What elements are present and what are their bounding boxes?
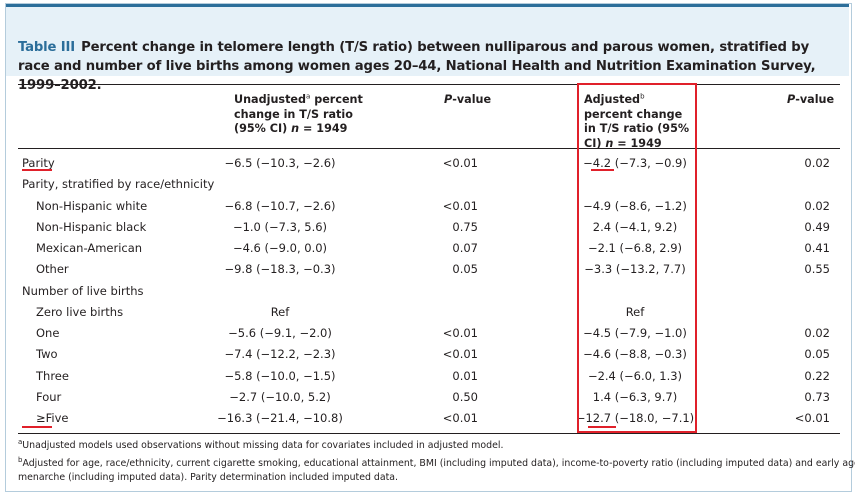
adjusted-value: −4.5 (−7.9, −1.0) xyxy=(583,326,687,340)
unadjusted-value: Ref xyxy=(270,304,290,319)
adjusted-pvalue: 0.02 xyxy=(804,156,830,170)
adjusted-pvalue: 0.05 xyxy=(804,347,830,362)
unadjusted-pvalue: 0.75 xyxy=(452,219,478,234)
row-label: Non-Hispanic black xyxy=(36,219,147,234)
unadjusted-value: −16.3 (−21.4, −10.8) xyxy=(217,411,343,425)
row-label: Mexican-American xyxy=(36,241,143,255)
footnote-b-continued: menarche (including imputed data). Parit… xyxy=(18,472,399,483)
table-caption: Table III Percent change in telomere leng… xyxy=(18,38,838,95)
unadjusted-value: −9.8 (−18.3, −0.3) xyxy=(224,262,336,277)
adjusted-column-highlight xyxy=(577,83,697,433)
unadjusted-pvalue: <0.01 xyxy=(442,347,478,362)
unadjusted-value: −7.4 (−12.2, −2.3) xyxy=(224,347,336,362)
header-pvalue-adjusted: P-value xyxy=(787,93,835,106)
footnote-a: aUnadjusted models used observations wit… xyxy=(18,437,504,451)
unadjusted-pvalue: 0.01 xyxy=(452,368,478,383)
unadjusted-pvalue: 0.05 xyxy=(452,262,478,277)
row-label: Number of live births xyxy=(22,283,144,298)
unadjusted-pvalue: <0.01 xyxy=(442,326,478,340)
caption-text: Percent change in telomere length (T/S r… xyxy=(18,40,816,93)
adjusted-pvalue: 0.49 xyxy=(804,219,830,234)
unadjusted-value: −4.6 (−9.0, 0.0) xyxy=(232,241,328,255)
row-label: ≥Five xyxy=(36,411,69,425)
bottom-rule xyxy=(18,433,840,434)
unadjusted-pvalue: 0.07 xyxy=(452,241,478,255)
unadjusted-pvalue: 0.50 xyxy=(452,389,478,404)
top-rule xyxy=(18,84,840,85)
unadjusted-value: −5.8 (−10.0, −1.5) xyxy=(224,368,336,383)
adjusted-value: −3.3 (−13.2, 7.7) xyxy=(584,262,686,277)
row-label: Non-Hispanic white xyxy=(36,198,148,213)
header-unadjusted: Unadjusteda percent change in T/S ratio … xyxy=(234,92,363,135)
row-label: Three xyxy=(36,368,69,383)
unadjusted-value: −5.6 (−9.1, −2.0) xyxy=(228,326,332,340)
unadjusted-value: −2.7 (−10.0, 5.2) xyxy=(229,389,331,404)
adjusted-pvalue: <0.01 xyxy=(794,411,830,425)
parity-label-underline xyxy=(22,169,52,171)
unadjusted-value: −1.0 (−7.3, 5.6) xyxy=(232,219,328,234)
unadjusted-pvalue: <0.01 xyxy=(442,198,478,213)
row-label: Four xyxy=(36,389,62,404)
table-label: Table III xyxy=(18,40,76,55)
five-adjusted-underline xyxy=(588,426,616,428)
adjusted-value: 2.4 (−4.1, 9.2) xyxy=(592,219,678,234)
unadjusted-pvalue: <0.01 xyxy=(442,156,478,170)
adjusted-pvalue: 0.02 xyxy=(804,326,830,340)
row-label: Two xyxy=(36,347,58,362)
footnote-b: bAdjusted for age, race/ethnicity, curre… xyxy=(18,455,855,469)
header-adjusted: Adjustedb percent change in T/S ratio (9… xyxy=(584,92,690,150)
row-label: One xyxy=(36,326,60,340)
adjusted-pvalue: 0.73 xyxy=(804,389,830,404)
adjusted-value: −2.1 (−6.8, 2.9) xyxy=(587,241,683,255)
parity-adjusted-underline xyxy=(591,169,614,171)
adjusted-value: Ref xyxy=(625,304,645,319)
adjusted-pvalue: 0.02 xyxy=(804,198,830,213)
row-label: Parity xyxy=(22,156,55,170)
unadjusted-value: −6.8 (−10.7, −2.6) xyxy=(224,198,336,213)
adjusted-pvalue: 0.22 xyxy=(804,368,830,383)
adjusted-value: −4.6 (−8.8, −0.3) xyxy=(583,347,687,362)
header-pvalue-unadjusted: P-value xyxy=(444,93,492,106)
caption-band xyxy=(6,4,849,76)
adjusted-value: −4.9 (−8.6, −1.2) xyxy=(583,198,687,213)
adjusted-value: −2.4 (−6.0, 1.3) xyxy=(587,368,683,383)
adjusted-value: −4.2 (−7.3, −0.9) xyxy=(583,156,687,170)
five-label-underline xyxy=(22,426,52,428)
adjusted-value: −12.7 (−18.0, −7.1) xyxy=(575,411,695,425)
row-label: Zero live births xyxy=(36,304,124,319)
row-label: Other xyxy=(36,262,69,277)
row-label: Parity, stratified by race/ethnicity xyxy=(22,177,215,192)
unadjusted-pvalue: <0.01 xyxy=(442,411,478,425)
header-rule xyxy=(18,148,840,149)
adjusted-pvalue: 0.55 xyxy=(804,262,830,277)
unadjusted-value: −6.5 (−10.3, −2.6) xyxy=(224,156,336,170)
adjusted-value: 1.4 (−6.3, 9.7) xyxy=(592,389,678,404)
adjusted-pvalue: 0.41 xyxy=(804,241,830,255)
